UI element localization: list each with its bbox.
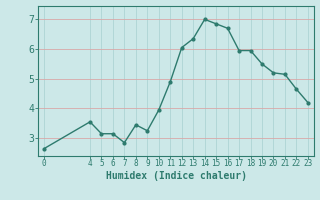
X-axis label: Humidex (Indice chaleur): Humidex (Indice chaleur) xyxy=(106,171,246,181)
